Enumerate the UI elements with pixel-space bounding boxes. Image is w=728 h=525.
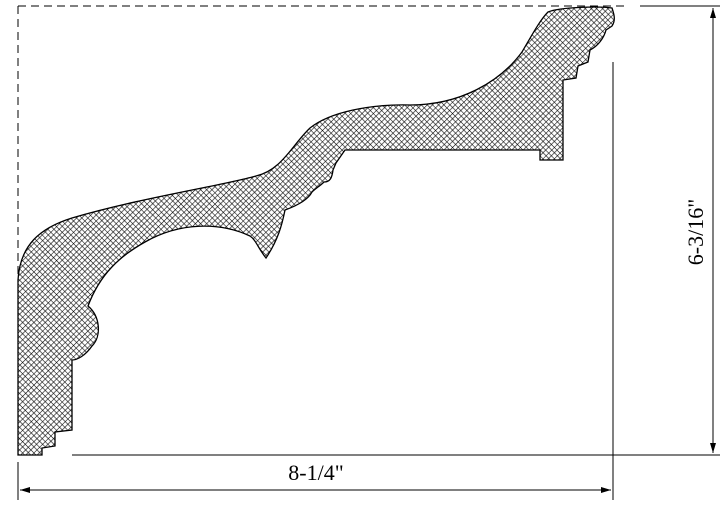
molding-profile-shape xyxy=(17,6,615,456)
height-dimension-label: 6-3/16" xyxy=(683,199,708,265)
extension-lines xyxy=(17,5,720,500)
dashed-bounding-outline xyxy=(17,5,628,455)
width-dimension-label: 8-1/4" xyxy=(288,460,343,485)
